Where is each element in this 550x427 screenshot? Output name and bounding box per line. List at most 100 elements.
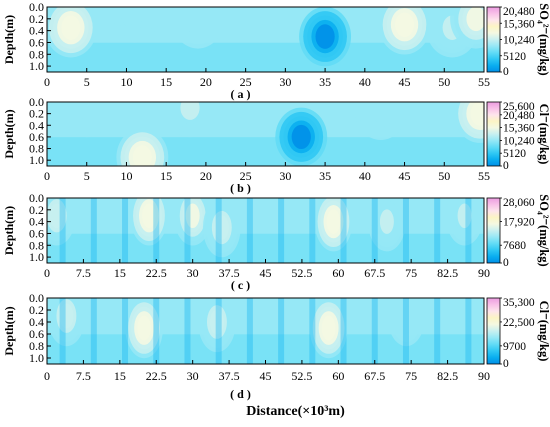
x-tick-label: 20 xyxy=(200,169,212,183)
colorbar-tick-label: 5120 xyxy=(503,148,526,160)
contour-stripe xyxy=(90,298,97,364)
contour-stripe xyxy=(246,198,253,263)
colorbar-tick-label: 5120 xyxy=(503,51,526,63)
colorbar-tick-label: 0 xyxy=(503,66,509,78)
contour-region xyxy=(77,102,97,120)
contour-region xyxy=(188,7,208,32)
contour-region xyxy=(394,12,415,38)
contour-stripe xyxy=(153,198,160,263)
x-tick-label: 60 xyxy=(332,266,344,280)
y-tick-label: 0.8 xyxy=(29,142,44,156)
y-tick-label: 0.4 xyxy=(29,24,44,38)
y-tick-label: 0.2 xyxy=(29,12,44,26)
contour-region xyxy=(315,24,335,49)
chart-panel-2: 0.00.20.40.60.81.0 Depth(m) 0 5 10 15 20 25 30 35… xyxy=(2,95,550,195)
contour-stripe xyxy=(402,298,409,364)
contour-stripe xyxy=(371,298,378,364)
contour-stripe xyxy=(340,198,347,263)
x-tick-label: 0 xyxy=(44,75,50,89)
y-tick-label: 0.2 xyxy=(29,303,44,317)
contour-region xyxy=(379,209,394,234)
contour-region xyxy=(180,102,200,120)
contour-stripe xyxy=(465,298,472,364)
colorbar-tick-label: 7680 xyxy=(503,240,526,252)
x-tick-label: 55 xyxy=(478,169,490,183)
contour-stripe xyxy=(90,198,97,263)
contour-region xyxy=(291,124,311,150)
x-tick-label: 5 xyxy=(84,75,90,89)
x-tick-label: 90 xyxy=(478,266,490,280)
x-tick-label: 30 xyxy=(187,266,199,280)
y-tick-label: 0.8 xyxy=(29,339,44,353)
x-tick-label: 15 xyxy=(160,75,172,89)
x-tick-label: 20 xyxy=(200,75,212,89)
colorbar-tick-label: 15,360 xyxy=(503,18,535,30)
colorbar-title: SO₄²⁻(mg/kg) xyxy=(537,194,550,266)
contour-region xyxy=(185,203,200,229)
contour-field xyxy=(47,298,484,364)
contour-region xyxy=(470,102,484,126)
x-tick-label: 40 xyxy=(359,75,371,89)
colorbar-tick-label: 22,500 xyxy=(503,317,535,329)
contour-stripe xyxy=(434,298,441,364)
x-tick-label: 40 xyxy=(359,169,371,183)
y-tick-label: 0.4 xyxy=(29,315,44,329)
x-tick-label: 50 xyxy=(438,169,450,183)
colorbar-tick-label: 35,300 xyxy=(503,297,535,309)
x-tick-label: 30 xyxy=(279,169,291,183)
x-tick-label: 37.5 xyxy=(219,266,240,280)
y-tick-label: 1.0 xyxy=(29,59,44,73)
y-axis-label: Depth(m) xyxy=(2,206,16,255)
x-tick-label: 0 xyxy=(44,266,50,280)
contour-region xyxy=(124,7,145,26)
y-tick-label: 0.0 xyxy=(29,191,44,205)
colorbar-tick-label: 0 xyxy=(503,257,509,269)
contour-stripe xyxy=(59,198,66,263)
x-tick-label: 52.5 xyxy=(291,266,312,280)
y-tick-label: 0.6 xyxy=(29,327,44,341)
x-tick-label: 35 xyxy=(319,169,331,183)
contour-stripe xyxy=(278,298,285,364)
contour-region xyxy=(399,303,414,329)
x-axis-title: Distance(×10³m) xyxy=(246,404,345,419)
colorbar-tick-label: 10,240 xyxy=(503,35,535,47)
contour-stripe xyxy=(215,198,222,263)
x-tick-label: 82.5 xyxy=(437,266,458,280)
contour-field xyxy=(47,7,484,72)
contour-region xyxy=(371,102,391,123)
x-tick-label: 15 xyxy=(114,369,126,383)
contour-stripe xyxy=(122,198,129,263)
contour-stripe xyxy=(278,198,285,263)
x-tick-label: 45 xyxy=(399,75,411,89)
y-tick-label: 1.0 xyxy=(29,250,44,264)
contour-region xyxy=(141,203,156,229)
x-tick-label: 55 xyxy=(478,75,490,89)
colorbar xyxy=(486,101,501,167)
x-tick-label: 90 xyxy=(478,369,490,383)
contour-stripe xyxy=(184,198,191,263)
x-tick-label: 52.5 xyxy=(291,369,312,383)
contour-region xyxy=(61,15,81,40)
contour-stripe xyxy=(371,198,378,263)
colorbar-title: Cl⁻(mg/kg) xyxy=(537,301,550,362)
contour-region xyxy=(326,209,341,234)
x-tick-label: 50 xyxy=(438,75,450,89)
x-tick-label: 10 xyxy=(120,75,132,89)
y-tick-label: 1.0 xyxy=(29,351,44,365)
x-tick-label: 37.5 xyxy=(219,369,240,383)
colorbar xyxy=(486,197,501,264)
contour-stripe xyxy=(122,298,129,364)
contour-stripe xyxy=(215,298,222,364)
x-tick-label: 82.5 xyxy=(437,369,458,383)
x-tick-label: 75 xyxy=(405,266,417,280)
x-tick-label: 25 xyxy=(240,169,252,183)
contour-band-lower xyxy=(47,137,484,166)
colorbar-tick-label: 0 xyxy=(503,160,509,172)
x-tick-label: 67.5 xyxy=(364,369,385,383)
colorbar-title: Cl⁻(mg/kg) xyxy=(537,104,550,165)
x-tick-label: 45 xyxy=(260,369,272,383)
contour-region xyxy=(132,145,152,166)
x-tick-label: 10 xyxy=(120,169,132,183)
contour-region xyxy=(321,315,336,341)
x-tick-label: 15 xyxy=(160,169,172,183)
